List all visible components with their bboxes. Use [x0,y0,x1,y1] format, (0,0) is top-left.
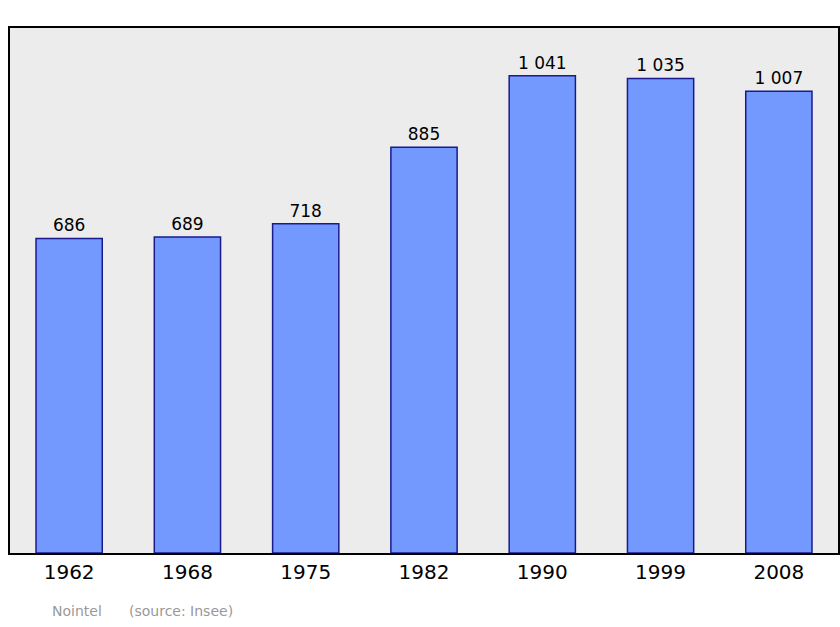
svg-text:Nointel: Nointel [52,603,102,619]
svg-text:718: 718 [289,201,321,221]
svg-text:1 041: 1 041 [518,53,567,73]
svg-text:686: 686 [53,215,85,235]
svg-text:1975: 1975 [280,560,331,584]
svg-text:885: 885 [408,124,440,144]
svg-text:2008: 2008 [753,560,804,584]
svg-text:689: 689 [171,214,203,234]
svg-text:(source: Insee): (source: Insee) [129,603,233,619]
svg-text:1982: 1982 [399,560,450,584]
svg-text:1962: 1962 [44,560,95,584]
svg-text:1 035: 1 035 [636,55,685,75]
svg-text:1999: 1999 [635,560,686,584]
svg-text:1 007: 1 007 [755,68,804,88]
svg-text:1968: 1968 [162,560,213,584]
svg-text:1990: 1990 [517,560,568,584]
